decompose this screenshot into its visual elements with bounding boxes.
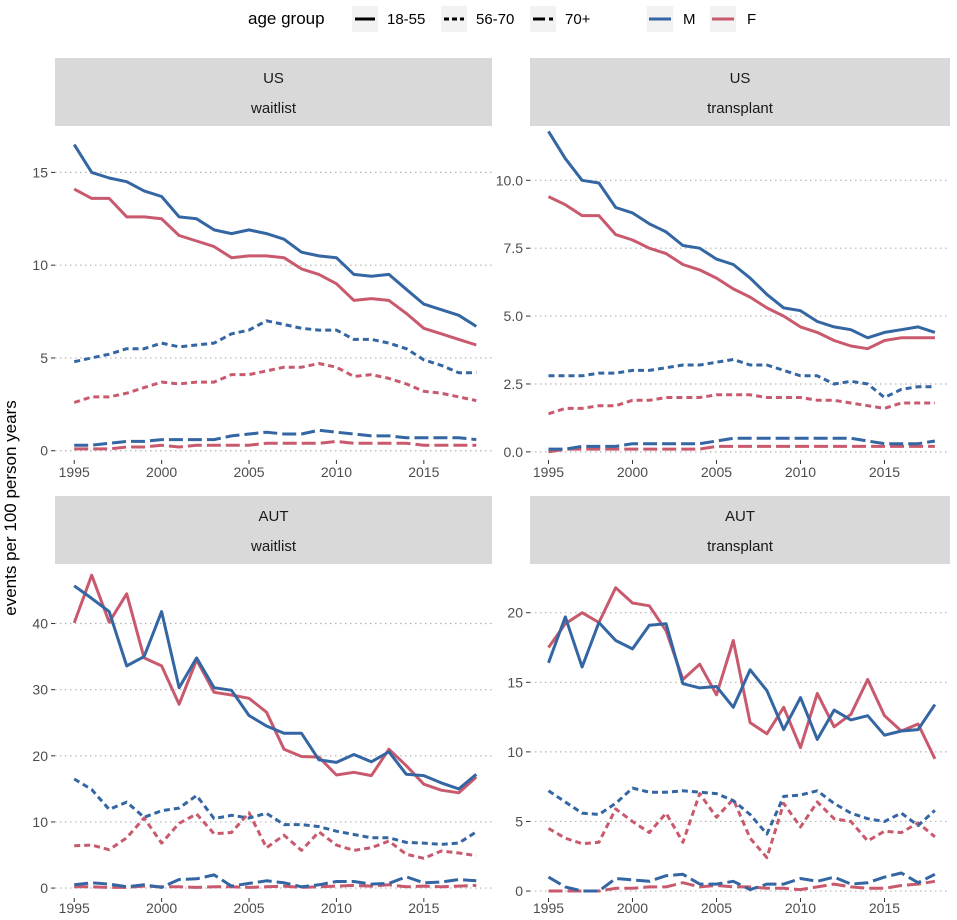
x-tick-label: 2010 — [785, 900, 816, 916]
facet-country-label: AUT — [725, 508, 755, 525]
x-tick-label: 2015 — [408, 464, 439, 480]
x-tick-label: 2010 — [321, 464, 352, 480]
y-tick-label: 0.0 — [504, 444, 524, 460]
series-line-M-70plus — [548, 436, 936, 451]
y-tick-label: 5 — [40, 350, 48, 366]
x-tick-label: 2010 — [785, 464, 816, 480]
series-line-M-56-70 — [547, 786, 936, 836]
y-tick-label: 10 — [32, 814, 48, 830]
facet-country-label: US — [263, 70, 284, 87]
facet-outcome-label: waitlist — [250, 538, 297, 555]
x-tick-label: 1995 — [533, 900, 564, 916]
x-tick-label: 2015 — [869, 464, 900, 480]
panel-aut-transplant: AUT transplant 0 5 10 15 20 1995 2000 2005 2010 201… — [507, 496, 950, 916]
legend-key-56-70: 56-70 — [441, 6, 514, 32]
legend-label-70plus: 70+ — [565, 11, 591, 28]
x-tick-label: 2005 — [233, 464, 264, 480]
series-line-M-18-55 — [547, 615, 937, 741]
series-line-M-56-70 — [73, 319, 477, 375]
x-tick-label: 1995 — [59, 900, 90, 916]
series-line-F-56-70 — [548, 393, 935, 416]
series-line-F-56-70 — [74, 811, 477, 860]
facet-country-label: US — [730, 70, 751, 87]
y-tick-label: 20 — [32, 748, 48, 764]
legend-key-M: M — [647, 6, 696, 32]
facet-strip — [55, 58, 492, 126]
legend: age group 18-55 56-70 70+ M F — [248, 6, 756, 32]
series-line-F-18-55 — [547, 195, 935, 351]
y-tick-label: 0 — [40, 443, 48, 459]
x-tick-label: 2005 — [701, 900, 732, 916]
y-tick-label: 5.0 — [504, 308, 524, 324]
series-line-M-18-55 — [72, 143, 478, 328]
facet-strip — [55, 496, 492, 564]
x-tick-label: 2000 — [617, 464, 648, 480]
x-tick-label: 2005 — [233, 900, 264, 916]
facet-outcome-label: waitlist — [250, 100, 297, 117]
y-axis-title: events per 100 person years — [1, 400, 20, 615]
y-tick-label: 2.5 — [504, 376, 524, 392]
y-tick-label: 15 — [32, 164, 48, 180]
y-tick-label: 0 — [515, 883, 523, 899]
y-tick-label: 40 — [32, 616, 48, 632]
y-tick-label: 7.5 — [504, 240, 524, 256]
y-tick-label: 30 — [32, 682, 48, 698]
y-tick-label: 5 — [515, 813, 523, 829]
facet-outcome-label: transplant — [707, 538, 774, 555]
facet-country-label: AUT — [259, 508, 289, 525]
x-tick-label: 2015 — [869, 900, 900, 916]
panel-aut-waitlist: AUT waitlist 0 10 20 30 40 1995 2000 2005 2010 2015 — [32, 496, 492, 916]
facet-strip — [530, 496, 950, 564]
x-tick-label: 2000 — [617, 900, 648, 916]
x-tick-label: 2010 — [321, 900, 352, 916]
series-line-F-18-55 — [73, 187, 477, 347]
y-tick-label: 20 — [507, 605, 523, 621]
legend-label-F: F — [747, 11, 756, 28]
x-tick-label: 2000 — [146, 464, 177, 480]
y-tick-label: 0 — [40, 880, 48, 896]
series-line-F-56-70 — [73, 362, 477, 404]
series-line-F-18-55 — [547, 586, 937, 760]
legend-title: age group — [248, 9, 325, 28]
series-line-F-56-70 — [547, 792, 936, 860]
legend-label-18-55: 18-55 — [387, 11, 425, 28]
facet-strip — [530, 58, 950, 126]
y-tick-label: 15 — [507, 674, 523, 690]
x-tick-label: 2005 — [701, 464, 732, 480]
series-line-M-18-55 — [73, 584, 478, 791]
legend-label-56-70: 56-70 — [476, 11, 514, 28]
legend-label-M: M — [683, 11, 696, 28]
legend-key-70plus: 70+ — [530, 6, 591, 32]
x-tick-label: 1995 — [533, 464, 564, 480]
series-line-M-56-70 — [73, 777, 478, 846]
y-tick-label: 10 — [32, 257, 48, 273]
x-tick-label: 2015 — [408, 900, 439, 916]
series-line-M-70plus — [547, 871, 936, 893]
x-tick-label: 2000 — [146, 900, 177, 916]
legend-key-18-55: 18-55 — [352, 6, 425, 32]
series-line-M-56-70 — [548, 358, 935, 399]
facet-outcome-label: transplant — [707, 100, 774, 117]
series-line-M-18-55 — [547, 130, 936, 340]
series-line-F-70plus — [74, 439, 477, 451]
legend-key-F: F — [710, 6, 756, 32]
panel-us-waitlist: US waitlist 0 5 10 15 1995 2000 2005 2010 2015 — [32, 58, 492, 480]
panel-us-transplant: US transplant 0.0 2.5 5.0 7.5 10.0 1995 2000 2005… — [496, 58, 950, 480]
series-line-F-70plus — [548, 879, 936, 893]
y-tick-label: 10.0 — [496, 172, 523, 188]
series-line-M-70plus — [74, 873, 477, 889]
x-tick-label: 1995 — [59, 464, 90, 480]
series-line-F-70plus — [548, 444, 935, 454]
series-line-M-70plus — [74, 428, 477, 447]
series-line-F-18-55 — [72, 573, 478, 795]
y-tick-label: 10 — [507, 744, 523, 760]
